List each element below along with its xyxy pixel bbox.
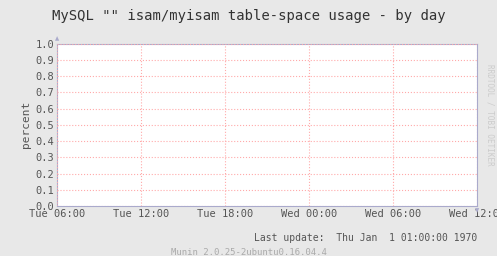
Text: ▼: ▼: [475, 209, 479, 214]
Text: ▲: ▲: [55, 36, 59, 41]
Text: Munin 2.0.25-2ubuntu0.16.04.4: Munin 2.0.25-2ubuntu0.16.04.4: [170, 248, 327, 256]
Text: RRDTOOL / TOBI OETIKER: RRDTOOL / TOBI OETIKER: [486, 64, 495, 166]
Text: Last update:  Thu Jan  1 01:00:00 1970: Last update: Thu Jan 1 01:00:00 1970: [254, 233, 477, 243]
Y-axis label: percent: percent: [21, 101, 31, 148]
Text: MySQL "" isam/myisam table-space usage - by day: MySQL "" isam/myisam table-space usage -…: [52, 9, 445, 23]
